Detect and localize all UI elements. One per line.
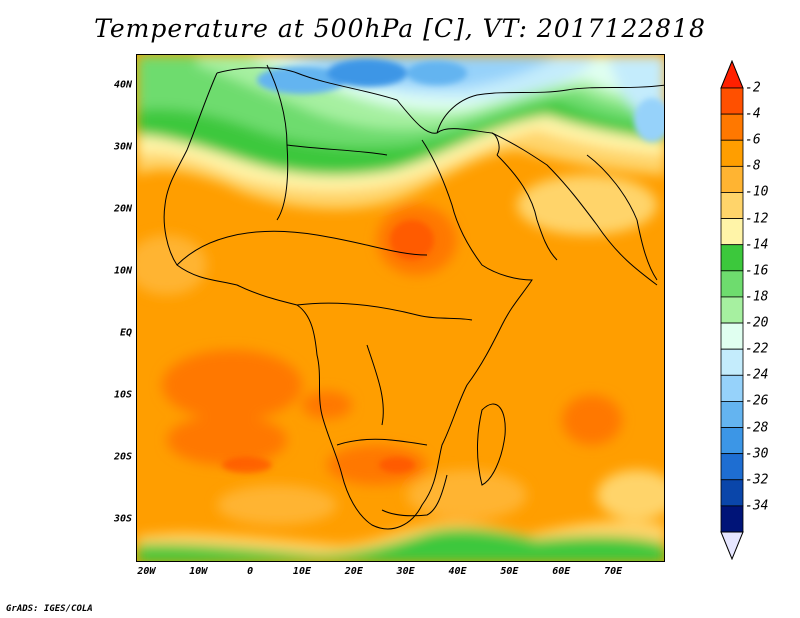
colorbar-segment [720, 270, 744, 298]
lat-tick-label: 10S [113, 389, 132, 401]
lon-tick-label: 20W [137, 566, 156, 577]
lat-tick-label: 40N [113, 79, 132, 91]
colorbar-label: -30 [745, 446, 769, 462]
colorbar-label: -2 [745, 80, 761, 96]
lon-tick-label: 20E [344, 566, 363, 577]
map-panel [136, 54, 665, 562]
lon-tick-label: 60E [552, 566, 571, 577]
lat-tick-label: 30S [113, 513, 132, 525]
colorbar-segment [720, 296, 744, 324]
colorbar-segment [720, 165, 744, 193]
colorbar-segment [720, 322, 744, 350]
colorbar-label: -28 [745, 420, 769, 436]
colorbar-segment [720, 401, 744, 428]
colorbar-label: -12 [745, 211, 769, 227]
colorbar-label: -4 [745, 106, 761, 122]
temperature-field [137, 55, 664, 561]
colorbar-segment [720, 453, 744, 481]
colorbar-label: -34 [745, 498, 769, 514]
colorbar-segment [720, 87, 744, 115]
lon-tick-label: 70E [604, 566, 623, 577]
lat-tick-label: 10N [113, 265, 132, 277]
lat-tick-label: EQ [119, 327, 132, 339]
colorbar-label: -14 [745, 237, 769, 253]
colorbar-bottom-arrow [720, 531, 744, 560]
lon-tick-label: 50E [500, 566, 519, 577]
lat-tick-label: 30N [113, 141, 132, 153]
lat-tick-label: 20N [113, 203, 132, 215]
colorbar-top-arrow [720, 60, 744, 89]
colorbar-label: -16 [745, 263, 769, 279]
lon-tick-label: 0 [247, 566, 254, 577]
colorbar-label: -10 [745, 184, 769, 200]
colorbar-segment [720, 374, 744, 402]
colorbar-label: -24 [745, 367, 769, 383]
colorbar-label: -8 [745, 158, 761, 174]
colorbar-label: -22 [745, 341, 769, 357]
credit-text: GrADS: IGES/COLA [6, 604, 93, 614]
lon-tick-label: 10E [292, 566, 311, 577]
lat-tick-label: 20S [113, 451, 132, 463]
colorbar-segment [720, 427, 744, 455]
colorbar-label: -20 [745, 315, 769, 331]
colorbar [720, 60, 744, 560]
colorbar-segment [720, 479, 744, 507]
lon-tick-label: 40E [448, 566, 467, 577]
colorbar-label: -6 [745, 132, 761, 148]
colorbar-segment [720, 505, 744, 533]
lon-tick-label: 10W [189, 566, 208, 577]
lon-tick-label: 30E [396, 566, 415, 577]
colorbar-segment [720, 348, 744, 376]
colorbar-segment [720, 113, 744, 141]
colorbar-label: -18 [745, 289, 769, 305]
colorbar-segment [720, 139, 744, 167]
colorbar-segment [720, 192, 744, 219]
colorbar-label: -26 [745, 393, 769, 409]
colorbar-segment [720, 244, 744, 272]
map-title: Temperature at 500hPa [C], VT: 201712281… [94, 14, 706, 43]
colorbar-label: -32 [745, 472, 769, 488]
colorbar-segment [720, 218, 744, 246]
